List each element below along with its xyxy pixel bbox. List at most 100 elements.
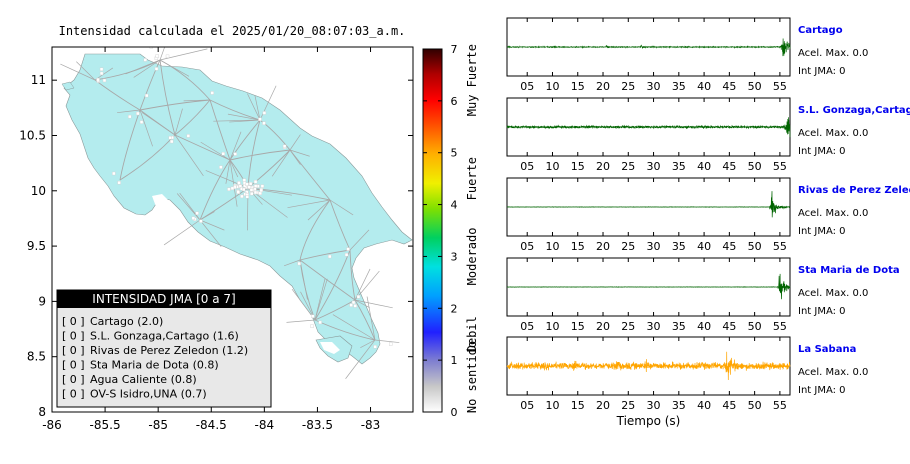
town-marker [227, 187, 231, 191]
seismogram-trace [506, 117, 791, 138]
trace-xtick-label: 55 [773, 160, 787, 173]
station-name: S.L. Gonzaga,Cartago [798, 105, 910, 116]
town-marker [328, 254, 332, 259]
map-ytick-label: 8 [38, 405, 46, 419]
road [163, 219, 201, 246]
colorbar-category-label: Muy Fuerte [465, 44, 479, 116]
trace-xtick-label: 10 [545, 80, 559, 93]
road [159, 48, 208, 61]
trace-xtick-label: 30 [647, 320, 661, 333]
road [289, 149, 301, 165]
town-marker [168, 136, 173, 140]
road [176, 193, 201, 221]
road [289, 134, 301, 151]
trace-xaxis-label: Tiempo (s) [616, 414, 681, 428]
trace-xtick-label: 25 [621, 399, 635, 412]
road [349, 249, 356, 301]
colorbar-category-label: Fuerte [465, 157, 479, 200]
station-intensity-label: Int JMA: 0 [798, 226, 846, 237]
trace-xtick-label: 50 [748, 160, 762, 173]
town-marker [356, 294, 361, 299]
town-marker [253, 190, 258, 195]
station-intensity-label: Int JMA: 0 [798, 146, 846, 157]
town-marker [117, 180, 121, 185]
trace-xtick-label: 45 [722, 160, 736, 173]
legend-box [56, 289, 272, 408]
map-xtick-label: -84 [255, 418, 275, 432]
map-xtick-label: -83.5 [302, 418, 333, 432]
road [117, 109, 141, 114]
legend-item-label: Cartago (2.0) [90, 315, 163, 328]
trace-xtick-label: 15 [571, 399, 585, 412]
map-xtick-label: -83 [361, 418, 381, 432]
trace-xtick-label: 10 [545, 240, 559, 253]
trace-xtick-label: 55 [773, 240, 787, 253]
trace-xtick-label: 30 [647, 399, 661, 412]
seismogram-trace [506, 351, 791, 381]
colorbar-tick-label: 4 [451, 199, 458, 212]
road [354, 268, 371, 301]
town-marker [253, 184, 258, 188]
town-marker [136, 111, 140, 116]
town-marker [311, 314, 315, 318]
road [209, 99, 231, 161]
trace-xtick-label: 30 [647, 160, 661, 173]
trace-xtick-label: 40 [697, 80, 711, 93]
town-marker [247, 185, 252, 189]
seismogram-panel: 05 10 15 20 25 30 35 40 45 50 55 La Sabana Acel. Max… [506, 336, 868, 428]
trace-xtick-label: 25 [621, 320, 635, 333]
road [329, 199, 354, 216]
legend-items: [ 0 ] Cartago (2.0) [ 0 ] S.L. Gonzaga,Cart… [62, 315, 248, 401]
colorbar-tick-label: 5 [451, 147, 458, 160]
seismogram-panel: 05 10 15 20 25 30 35 40 45 50 55 Rivas de Perez Zel… [506, 177, 910, 253]
colorbar-tick-label: 0 [451, 406, 458, 419]
road [366, 296, 376, 341]
road [229, 131, 242, 161]
town-marker [112, 171, 116, 176]
town-marker [149, 47, 153, 49]
trace-xtick-label: 10 [545, 320, 559, 333]
trace-xtick-label: 20 [596, 240, 610, 253]
trace-xtick-label: 15 [571, 320, 585, 333]
trace-xtick-label: 35 [672, 160, 686, 173]
road [314, 299, 356, 321]
road [174, 99, 211, 136]
trace-xtick-label: 45 [722, 320, 736, 333]
town-marker [102, 78, 107, 83]
colorbar-tick-label: 1 [451, 354, 458, 367]
road [229, 159, 238, 207]
trace-xtick-label: 05 [520, 80, 534, 93]
road [314, 278, 328, 321]
road [283, 259, 301, 267]
road [209, 99, 261, 121]
town-marker [221, 152, 225, 156]
legend-title: INTENSIDAD JMA [0 a 7] [92, 292, 235, 306]
road [354, 299, 393, 309]
road [76, 61, 96, 81]
seismogram-panel: 05 10 15 20 25 30 35 40 45 50 55 Cartago Acel. Max. … [506, 17, 868, 93]
town-marker [344, 253, 349, 257]
road [349, 229, 370, 251]
osa-gulf-water [320, 342, 340, 354]
town-marker [245, 195, 249, 199]
trace-xtick-label: 20 [596, 399, 610, 412]
road [345, 339, 376, 379]
town-marker [210, 91, 214, 95]
road [174, 134, 231, 161]
town-marker [349, 303, 353, 307]
station-name: Sta Maria de Dota [798, 265, 900, 276]
town-marker [237, 181, 241, 185]
road [179, 192, 201, 221]
road [299, 249, 351, 261]
town-marker [191, 216, 196, 220]
map-frame [51, 46, 414, 413]
trace-xtick-label: 40 [697, 240, 711, 253]
road [199, 219, 225, 231]
map-ytick-label: 11 [31, 73, 46, 87]
road [247, 93, 261, 121]
town-marker [195, 211, 199, 215]
road [259, 85, 277, 121]
town-marker [242, 187, 246, 192]
trace-xtick-label: 15 [571, 240, 585, 253]
trace-xtick-label: 55 [773, 399, 787, 412]
